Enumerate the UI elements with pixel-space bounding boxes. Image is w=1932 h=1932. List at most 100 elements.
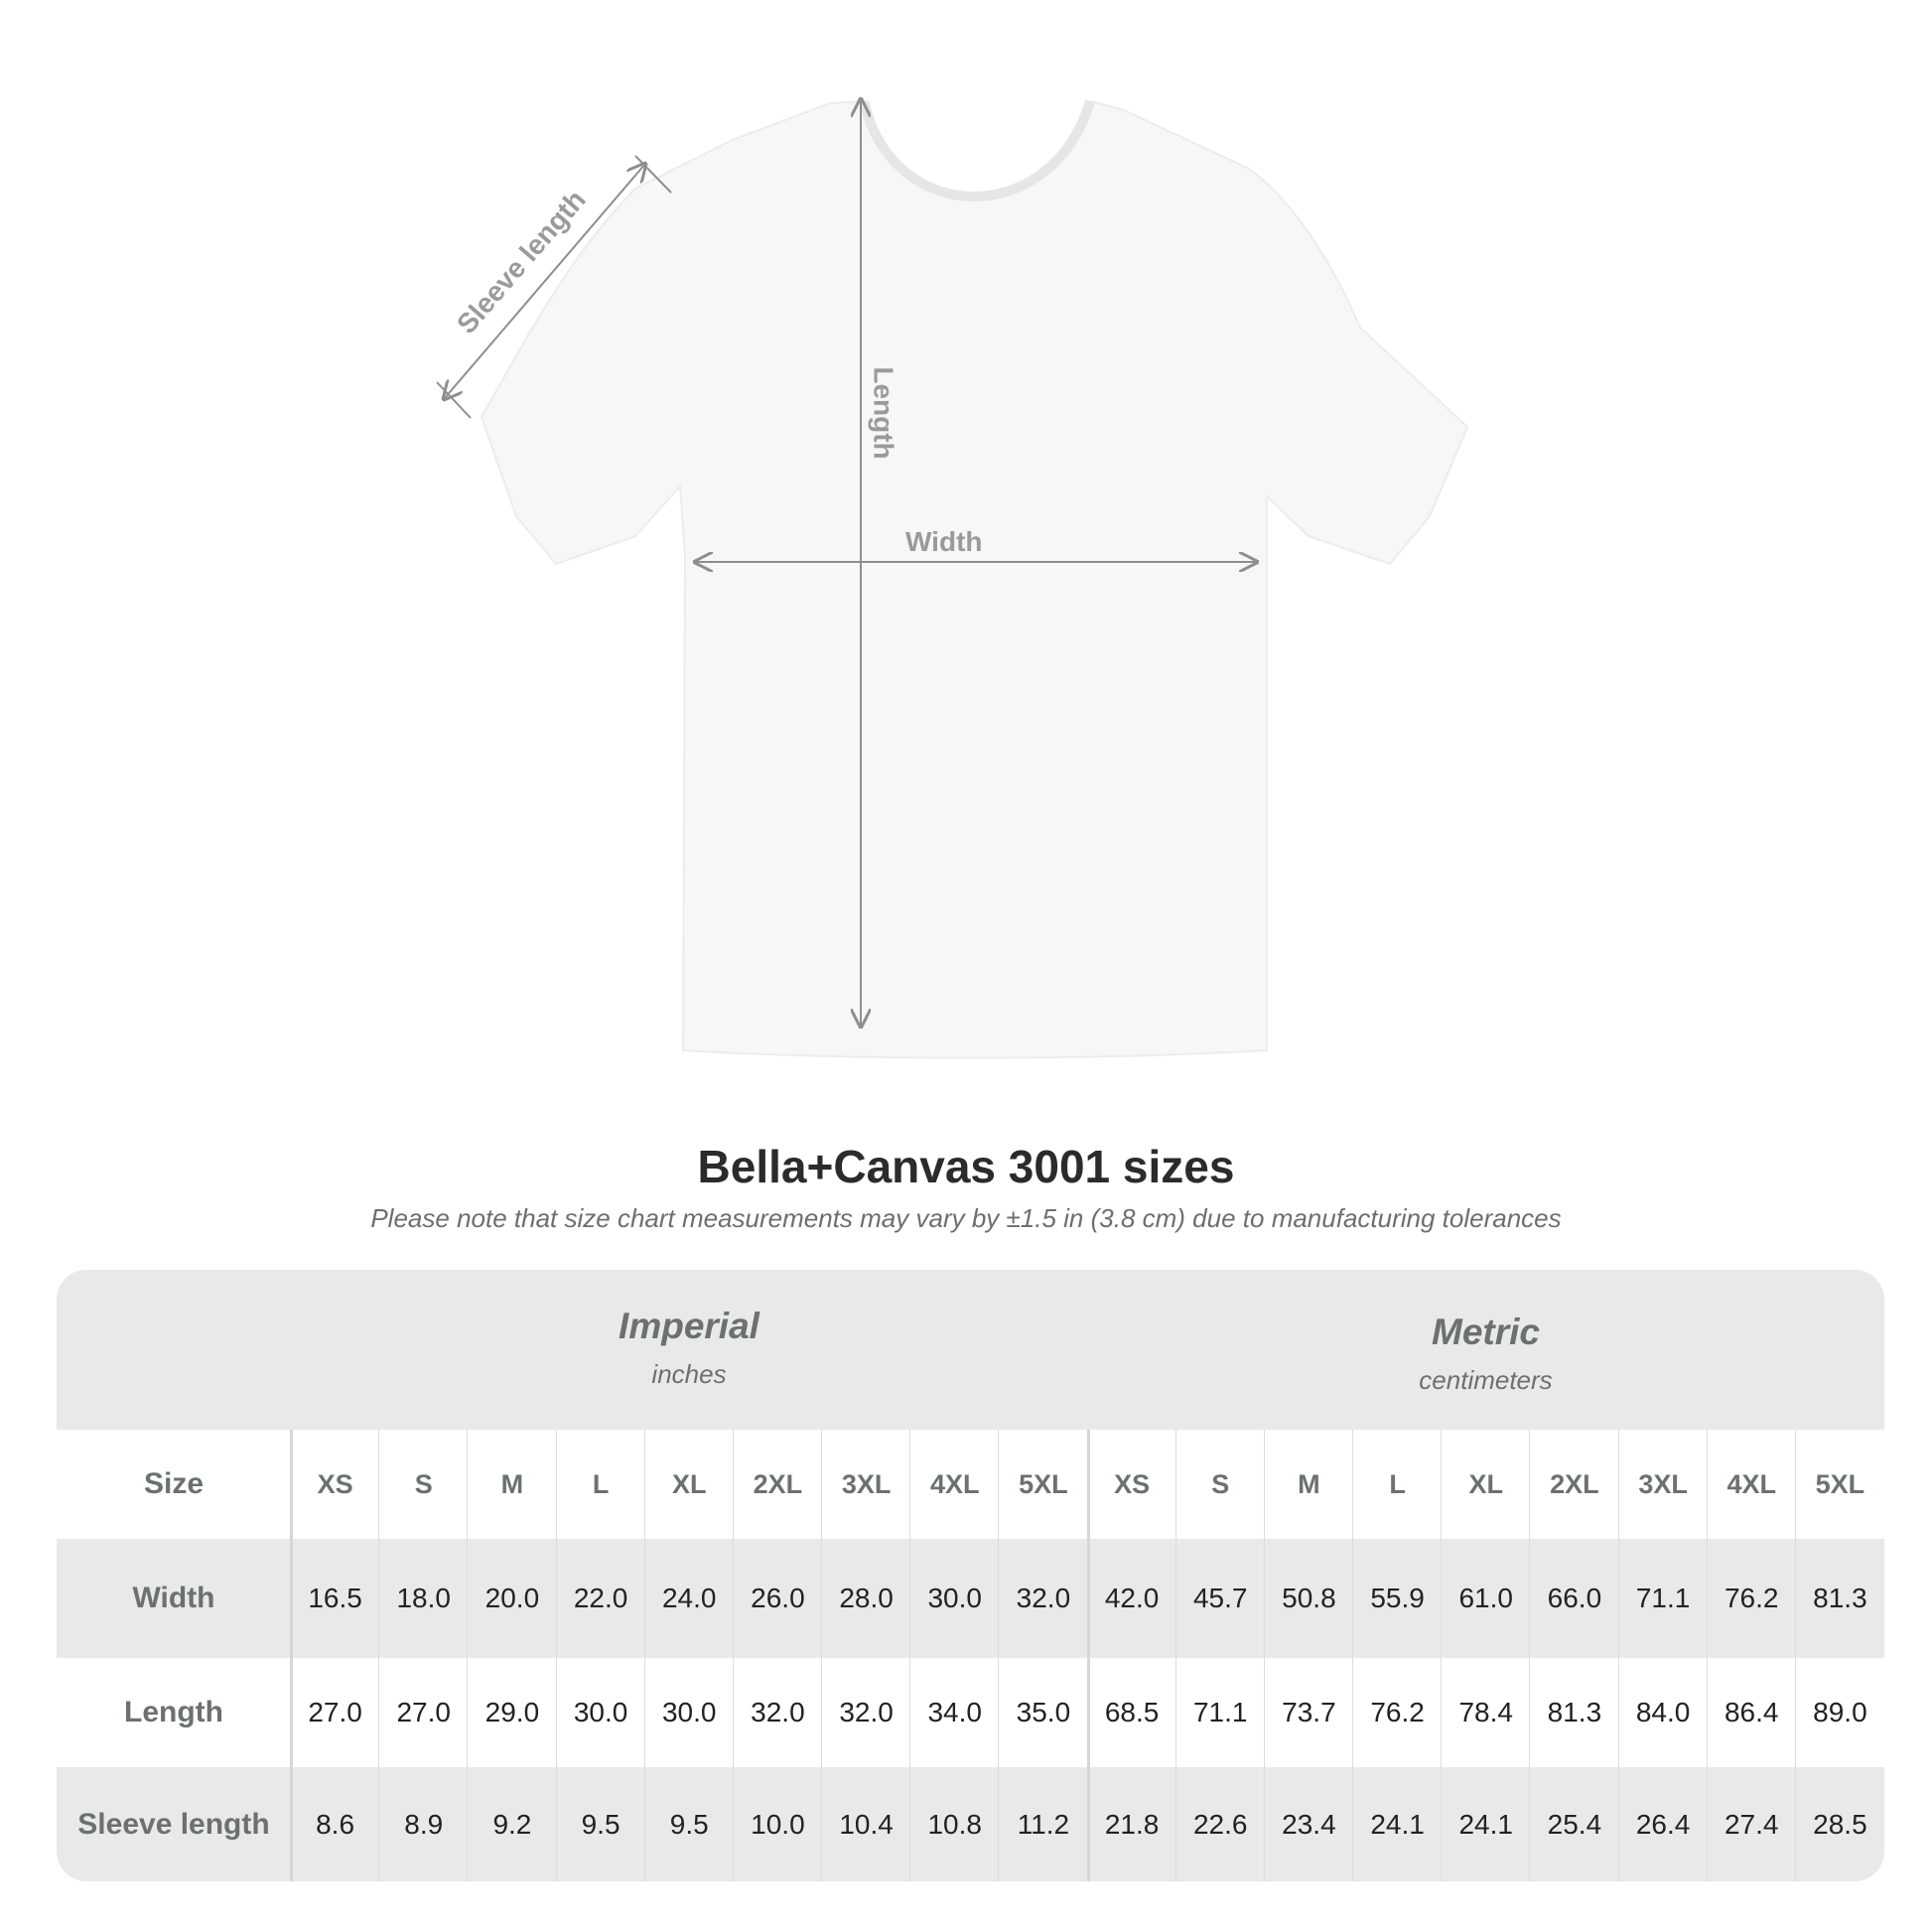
table-cell-metric: 73.7 — [1282, 1697, 1336, 1727]
size-header-metric: M — [1298, 1468, 1320, 1499]
table-cell-imperial: 34.0 — [927, 1697, 982, 1727]
table-cell-imperial: 10.0 — [751, 1808, 805, 1840]
table-cell-metric: 76.2 — [1724, 1583, 1779, 1613]
table-cell-metric: 66.0 — [1547, 1583, 1602, 1613]
column-divider — [732, 1430, 734, 1881]
table-cell-metric: 61.0 — [1458, 1583, 1513, 1613]
size-header-metric: XL — [1468, 1468, 1503, 1499]
column-divider — [1174, 1430, 1176, 1881]
size-header-imperial: XL — [671, 1468, 707, 1499]
table-cell-metric: 24.1 — [1458, 1808, 1513, 1840]
table-cell-imperial: 27.0 — [396, 1697, 451, 1727]
metric-header: Metric centimeters — [1419, 1311, 1553, 1395]
column-divider — [643, 1430, 645, 1881]
size-header-imperial: 5XL — [1019, 1468, 1068, 1499]
size-header-metric: XS — [1114, 1468, 1151, 1499]
table-cell-metric: 22.6 — [1192, 1808, 1248, 1840]
imperial-header: Imperial inches — [619, 1306, 759, 1389]
column-divider — [821, 1430, 822, 1881]
column-divider — [467, 1430, 469, 1881]
table-cell-imperial: 32.0 — [1016, 1583, 1071, 1613]
width-label: Width — [905, 526, 983, 557]
table-cell-metric: 21.8 — [1104, 1808, 1160, 1840]
table-cell-imperial: 29.0 — [484, 1697, 540, 1727]
table-cell-metric: 68.5 — [1104, 1697, 1160, 1727]
column-divider — [1617, 1430, 1619, 1881]
table-cell-metric: 23.4 — [1282, 1808, 1336, 1840]
size-header-metric: S — [1211, 1468, 1230, 1499]
table-cell-metric: 76.2 — [1370, 1697, 1425, 1727]
tshirt-image — [436, 0, 1469, 1059]
row-label: Length — [124, 1696, 223, 1728]
length-label: Length — [868, 366, 899, 460]
column-divider — [555, 1430, 557, 1881]
size-header-imperial: XS — [317, 1468, 353, 1499]
table-cell-metric: 71.1 — [1192, 1697, 1248, 1727]
table-cell-imperial: 9.2 — [492, 1808, 532, 1840]
column-divider — [1441, 1430, 1443, 1881]
size-table: Imperial inches Metric centimeters Size X… — [57, 1270, 1884, 1881]
size-header-imperial: S — [414, 1468, 433, 1499]
table-cell-imperial: 9.5 — [581, 1808, 621, 1840]
table-cell-metric: 84.0 — [1635, 1697, 1691, 1727]
size-header-imperial: L — [592, 1468, 610, 1499]
table-cell-imperial: 35.0 — [1016, 1697, 1071, 1727]
column-divider — [378, 1430, 380, 1881]
table-cell-imperial: 32.0 — [839, 1697, 894, 1727]
table-cell-metric: 78.4 — [1458, 1697, 1513, 1727]
table-cell-metric: 71.1 — [1635, 1583, 1691, 1613]
size-header-imperial: 3XL — [841, 1468, 892, 1499]
column-divider — [1529, 1430, 1531, 1881]
column-divider — [1352, 1430, 1353, 1881]
table-cell-metric: 42.0 — [1104, 1583, 1160, 1613]
table-cell-imperial: 10.4 — [839, 1808, 894, 1840]
column-divider — [909, 1430, 911, 1881]
size-header-metric: 5XL — [1815, 1468, 1865, 1499]
table-cell-metric: 25.4 — [1547, 1808, 1602, 1840]
table-cell-metric: 81.3 — [1547, 1697, 1602, 1727]
page-title: Bella+Canvas 3001 sizes — [697, 1141, 1235, 1192]
size-header-imperial: 2XL — [753, 1468, 803, 1499]
column-divider — [1263, 1430, 1265, 1881]
table-cell-metric: 24.1 — [1370, 1808, 1425, 1840]
table-cell-imperial: 26.0 — [751, 1583, 805, 1613]
table-cell-metric: 27.4 — [1724, 1808, 1779, 1840]
sleeve-arrow — [444, 164, 645, 399]
column-divider — [290, 1430, 293, 1881]
table-cell-imperial: 30.0 — [573, 1697, 628, 1727]
size-header-metric: 4XL — [1726, 1468, 1776, 1499]
table-cell-imperial: 20.0 — [484, 1583, 540, 1613]
column-divider — [998, 1430, 1000, 1881]
table-cell-imperial: 11.2 — [1017, 1808, 1070, 1840]
table-cell-imperial: 10.8 — [927, 1808, 982, 1840]
size-header-label: Size — [143, 1467, 205, 1500]
size-header-metric: 3XL — [1638, 1468, 1688, 1499]
column-divider — [1706, 1430, 1708, 1881]
table-cell-imperial: 16.5 — [308, 1583, 362, 1613]
table-cell-imperial: 32.0 — [751, 1697, 805, 1727]
table-cell-imperial: 24.0 — [661, 1583, 717, 1613]
size-header-metric: L — [1389, 1468, 1406, 1499]
table-cell-imperial: 22.0 — [573, 1583, 628, 1613]
table-cell-imperial: 8.9 — [404, 1808, 444, 1840]
table-cell-metric: 45.7 — [1192, 1583, 1248, 1613]
table-cell-metric: 28.5 — [1813, 1808, 1867, 1840]
size-header-metric: 2XL — [1550, 1468, 1599, 1499]
size-header-imperial: M — [500, 1468, 524, 1499]
table-cell-metric: 55.9 — [1370, 1583, 1425, 1613]
row-label: Width — [132, 1582, 215, 1614]
table-cell-metric: 86.4 — [1724, 1697, 1779, 1727]
column-divider — [1794, 1430, 1796, 1881]
table-cell-imperial: 8.6 — [316, 1808, 355, 1840]
table-cell-imperial: 30.0 — [927, 1583, 982, 1613]
table-cell-imperial: 9.5 — [669, 1808, 709, 1840]
table-cell-metric: 26.4 — [1635, 1808, 1691, 1840]
table-cell-metric: 50.8 — [1282, 1583, 1336, 1613]
row-label: Sleeve length — [77, 1807, 270, 1841]
tolerance-note: Please note that size chart measurements… — [370, 1203, 1562, 1233]
table-cell-metric: 89.0 — [1813, 1697, 1867, 1727]
table-cell-imperial: 27.0 — [308, 1697, 362, 1727]
table-cell-imperial: 18.0 — [396, 1583, 451, 1613]
table-cell-imperial: 30.0 — [661, 1697, 717, 1727]
size-header-imperial: 4XL — [929, 1468, 980, 1499]
